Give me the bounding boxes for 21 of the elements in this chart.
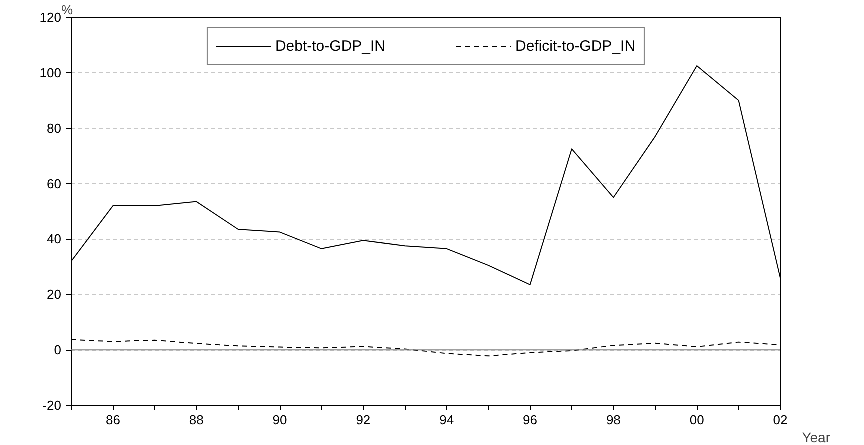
y-axis-title: % (62, 2, 74, 18)
x-tick-label: 00 (690, 412, 704, 428)
y-tick-label: 20 (47, 287, 62, 302)
y-tick-label: 0 (54, 342, 62, 358)
y-tick-label: 120 (40, 10, 62, 25)
x-tick-label: 96 (523, 412, 538, 428)
x-tick-label: 98 (606, 412, 621, 428)
y-tick-label: 100 (40, 65, 62, 80)
legend-label: Debt-to-GDP_IN (275, 38, 386, 54)
legend-label: Deficit-to-GDP_IN (516, 38, 636, 54)
x-tick-label: 92 (356, 412, 371, 428)
y-tick-label: 60 (47, 176, 62, 192)
x-tick-label: 86 (106, 412, 120, 428)
x-axis-title: Year (802, 430, 831, 445)
y-tick-label: 80 (47, 120, 62, 136)
x-tick-label: 94 (440, 412, 454, 428)
y-tick-label: 40 (47, 232, 62, 247)
y-tick-label: -20 (42, 398, 62, 413)
x-tick-label: 90 (272, 412, 288, 428)
x-tick-label: 88 (189, 412, 204, 428)
x-tick-label: 02 (773, 412, 788, 428)
